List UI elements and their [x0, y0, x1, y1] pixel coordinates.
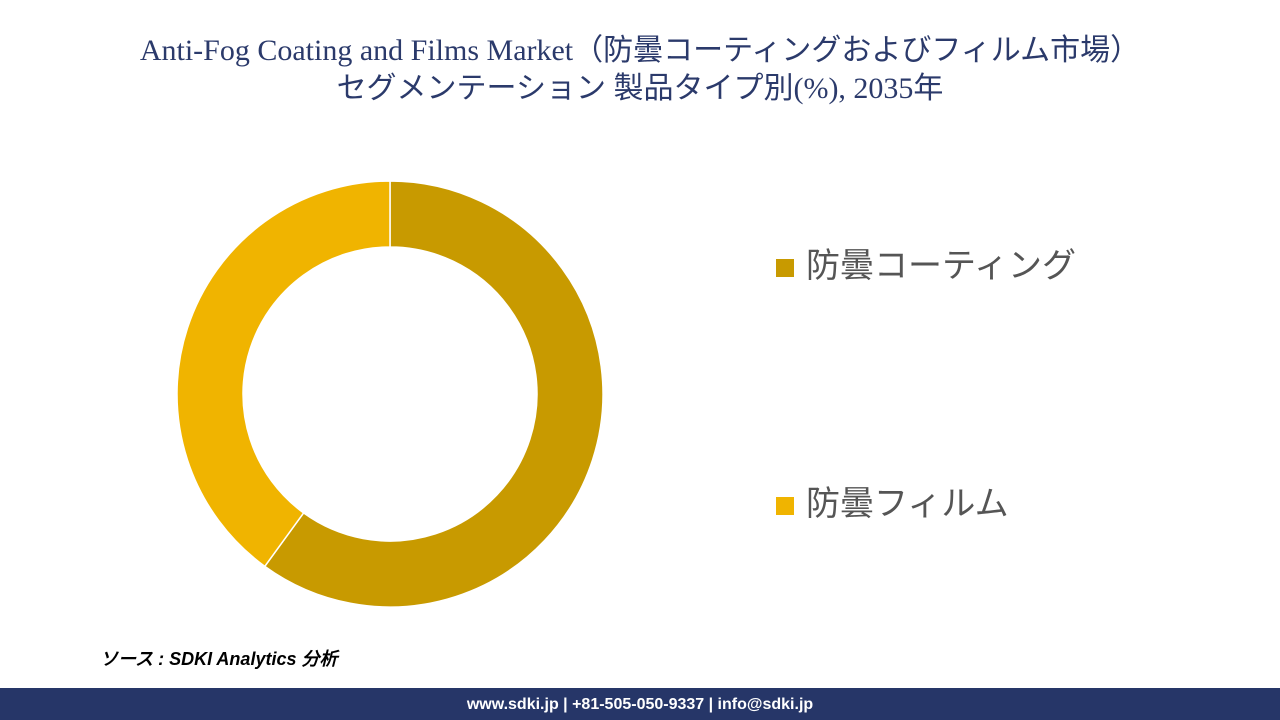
donut-segment	[263, 180, 604, 608]
source: ソース : SDKI Analytics 分析	[100, 649, 340, 669]
chart-subtitle: セグメンテーション 製品タイプ別(%), 2035年	[337, 72, 944, 105]
legend-swatch	[776, 259, 794, 277]
donut-segment	[176, 180, 391, 568]
legend-label: 防曇フィルム	[806, 485, 1009, 523]
footer-bar	[0, 688, 1280, 720]
legend-label: 防曇コーティング	[806, 247, 1076, 285]
footer: www.sdki.jp | +81-505-050-9337 | info@sd…	[466, 696, 814, 713]
chart-title: Anti-Fog Coating and Films Market（防曇コーティ…	[140, 34, 1140, 67]
legend-swatch	[776, 497, 794, 515]
